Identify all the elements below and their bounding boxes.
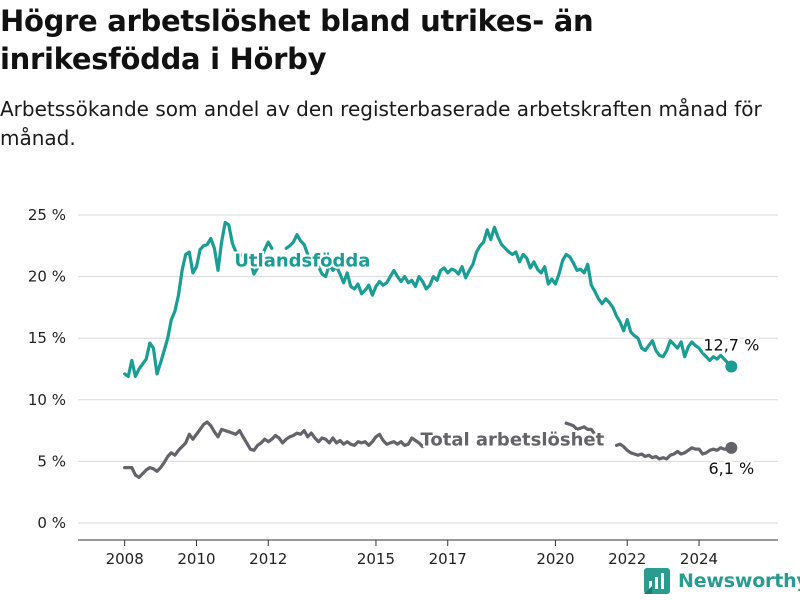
series-lines: [123, 220, 733, 479]
chart-title: Högre arbetslöshet bland utrikes- än inr…: [0, 4, 594, 76]
utlandsfodda-end-value-label: 12,7 %: [703, 336, 759, 355]
total-line: [123, 420, 432, 479]
total-end-marker: [725, 441, 738, 454]
y-tick-label: 15 %: [28, 329, 66, 347]
utlandsfodda-line: [123, 220, 274, 378]
x-tick-label: 2015: [357, 550, 395, 565]
x-tick-label: 2012: [249, 550, 287, 565]
x-tick-label: 2008: [106, 550, 144, 565]
y-tick-label: 5 %: [37, 452, 66, 470]
chart-subtitle: Arbetssökande som andel av den registerb…: [0, 97, 762, 150]
y-axis-tick-labels: 0 % 5 % 10 % 15 % 20 % 25 %: [28, 206, 66, 532]
newsworthy-logo-icon: [644, 568, 670, 594]
x-axis: 2008 2010 2012 2015 2017 2020 2022 2024: [78, 539, 778, 565]
utlandsfodda-end-marker: [725, 360, 738, 373]
utlandsfodda-line: [316, 225, 733, 369]
y-tick-label: 20 %: [28, 268, 66, 286]
y-tick-label: 0 %: [37, 514, 66, 532]
total-line: [614, 442, 733, 461]
line-chart: 0 %5 %10 %15 %20 %25 % 2008 2010 2012 2015 2…: [28, 206, 778, 565]
total-series-label: Total arbetslöshet: [420, 429, 604, 450]
x-tick-label: 2010: [177, 550, 215, 565]
x-tick-label: 2017: [429, 550, 467, 565]
x-tick-label: 2022: [608, 550, 646, 565]
utlandsfodda-line: [284, 233, 310, 256]
end-markers: 12,7 % 6,1 %: [701, 334, 761, 480]
y-tick-label: 10 %: [28, 391, 66, 409]
brand-name: Newsworthy: [678, 570, 800, 592]
x-tick-label: 2024: [680, 550, 718, 565]
series-labels: Utlandsfödda Total arbetslöshet: [232, 249, 606, 453]
x-tick-label: 2020: [536, 550, 574, 565]
brand-logo[interactable]: Newsworthy: [644, 568, 800, 594]
utlandsfodda-series-label: Utlandsfödda: [234, 251, 370, 272]
gridlines: [78, 214, 778, 524]
y-tick-label: 25 %: [28, 206, 66, 224]
total-line: [564, 421, 597, 436]
total-end-value-label: 6,1 %: [708, 459, 754, 478]
